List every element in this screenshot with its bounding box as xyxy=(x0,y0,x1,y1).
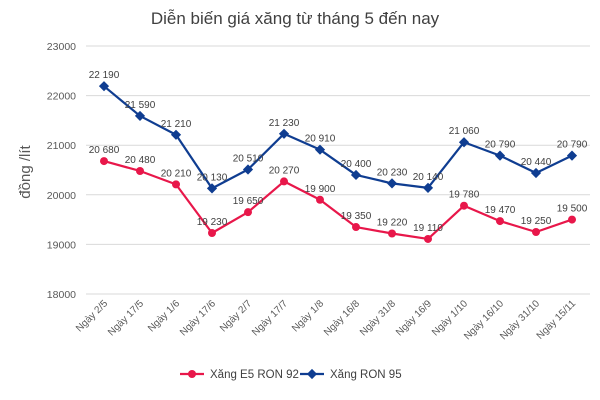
data-point xyxy=(208,228,216,237)
data-label: 19 110 xyxy=(413,223,443,234)
x-tick-label: Ngày 1/6 xyxy=(146,298,182,334)
data-point xyxy=(172,180,180,189)
legend-marker xyxy=(188,370,196,378)
data-label: 20 140 xyxy=(413,172,444,183)
data-point xyxy=(280,177,288,186)
data-point xyxy=(316,195,324,204)
x-tick-label: Ngày 17/6 xyxy=(178,298,218,338)
x-tick-label: Ngày 2/7 xyxy=(218,298,254,334)
data-label: 19 350 xyxy=(341,211,372,222)
data-label: 20 790 xyxy=(485,140,516,151)
x-tick-label: Ngày 1/8 xyxy=(290,298,326,334)
data-point xyxy=(98,81,110,92)
data-label: 20 790 xyxy=(557,140,588,151)
data-point xyxy=(386,178,398,189)
data-label: 21 210 xyxy=(161,119,192,130)
y-tick-label: 22000 xyxy=(47,91,76,103)
data-point xyxy=(566,150,578,161)
chart-title: Diễn biến giá xăng từ tháng 5 đến nay xyxy=(151,9,440,28)
legend: Xăng E5 RON 92 Xăng RON 95 xyxy=(180,368,402,381)
data-label: 20 400 xyxy=(341,159,372,170)
data-point xyxy=(134,110,146,122)
x-tick-label: Ngày 17/7 xyxy=(250,298,290,338)
data-label: 20 230 xyxy=(377,167,408,178)
x-tick-label: Ngày 15/11 xyxy=(535,298,579,342)
data-label: 21 590 xyxy=(125,100,156,111)
y-tick-label: 18000 xyxy=(47,289,76,301)
data-point xyxy=(530,167,542,179)
data-label: 19 250 xyxy=(521,216,552,227)
data-point xyxy=(494,150,506,161)
y-tick-label: 19000 xyxy=(47,239,76,251)
legend-marker xyxy=(306,368,318,380)
data-label: 19 650 xyxy=(233,196,264,207)
data-label: 20 440 xyxy=(521,157,552,168)
legend-label: Xăng RON 95 xyxy=(330,369,402,381)
x-tick-label: Ngày 2/5 xyxy=(74,298,110,334)
data-point xyxy=(568,215,576,224)
x-tick-label: Ngày 17/5 xyxy=(106,298,146,338)
y-tick-label: 23000 xyxy=(47,41,76,53)
series-line xyxy=(103,160,573,241)
data-point xyxy=(244,208,252,217)
y-tick-label: 20000 xyxy=(47,190,76,202)
data-label: 20 210 xyxy=(161,168,192,179)
x-tick-label: Ngày 31/8 xyxy=(358,298,398,338)
data-label: 19 500 xyxy=(557,204,588,215)
y-tick-label: 21000 xyxy=(47,140,76,152)
data-point xyxy=(352,223,360,232)
data-labels: 20 680 20 480 20 210 19 230 19 650 20 270 19 9… xyxy=(89,70,588,234)
series-line xyxy=(103,85,573,190)
data-point xyxy=(460,201,468,210)
data-label: 20 910 xyxy=(305,134,336,145)
y-axis-ticks: 18000 19000 20000 21000 22000 23000 xyxy=(47,41,76,301)
series-group xyxy=(98,81,578,243)
data-label: 19 470 xyxy=(485,205,516,216)
data-point xyxy=(532,228,540,236)
y-axis-label: đồng /lít xyxy=(17,144,34,198)
data-point xyxy=(388,229,396,238)
legend-label: Xăng E5 RON 92 xyxy=(210,369,299,381)
data-label: 19 780 xyxy=(449,190,480,201)
data-label: 21 060 xyxy=(449,126,480,137)
data-label: 19 900 xyxy=(305,184,336,195)
data-point xyxy=(206,183,218,194)
data-label: 22 190 xyxy=(89,70,120,81)
data-point xyxy=(496,217,504,226)
data-label: 20 480 xyxy=(125,155,156,166)
data-label: 20 130 xyxy=(197,172,228,183)
data-label: 21 230 xyxy=(269,118,300,129)
data-point xyxy=(424,234,432,243)
x-tick-label: Ngày 16/8 xyxy=(322,298,362,338)
data-label: 20 510 xyxy=(233,154,264,165)
data-label: 20 270 xyxy=(269,165,300,176)
grid xyxy=(86,45,590,295)
data-label: 19 230 xyxy=(197,217,228,228)
data-label: 20 680 xyxy=(89,145,120,156)
data-point xyxy=(100,157,108,166)
data-point xyxy=(136,166,144,175)
x-tick-label: Ngày 16/9 xyxy=(394,298,434,338)
data-label: 19 220 xyxy=(377,217,408,228)
